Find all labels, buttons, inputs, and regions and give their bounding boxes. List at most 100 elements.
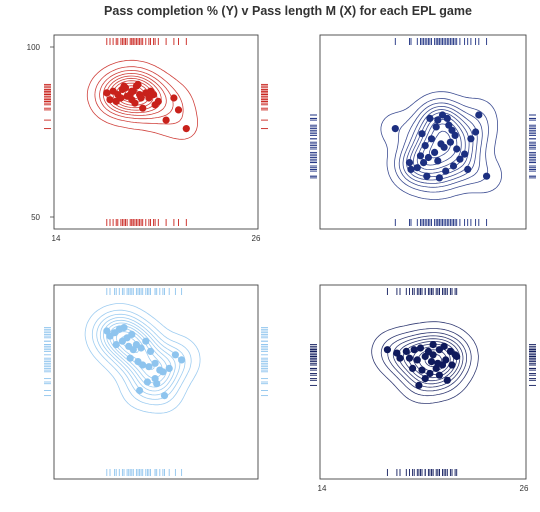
data-point: [453, 145, 461, 153]
data-point: [106, 96, 114, 104]
data-point: [464, 165, 472, 173]
data-point: [432, 123, 440, 131]
data-point: [126, 354, 134, 362]
contour-line: [387, 332, 467, 392]
data-point: [415, 381, 423, 389]
data-point: [456, 155, 464, 163]
density-contours: [380, 91, 502, 200]
data-point: [449, 162, 458, 170]
scatter-panel-4: 14 26: [310, 284, 536, 493]
data-point: [443, 376, 451, 384]
rug-marks: [310, 288, 536, 476]
data-point: [453, 352, 461, 361]
data-point: [137, 94, 145, 102]
x-tick-label: 14: [52, 234, 61, 243]
data-point: [159, 368, 167, 376]
data-points: [103, 80, 190, 133]
y-tick-label: 50: [31, 213, 40, 222]
data-point: [429, 351, 437, 359]
contour-line: [86, 59, 198, 140]
data-point: [446, 138, 454, 146]
data-point: [103, 89, 111, 97]
data-point: [435, 371, 443, 379]
data-point: [383, 346, 391, 354]
data-point: [413, 164, 421, 172]
data-point: [427, 358, 436, 366]
data-point: [413, 356, 421, 364]
data-point: [174, 106, 183, 114]
data-point: [483, 172, 491, 180]
data-point: [120, 324, 128, 332]
contour-line: [402, 106, 478, 184]
contour-line: [392, 335, 464, 388]
x-tick-label: 26: [252, 234, 261, 243]
panel-frame: [53, 34, 259, 230]
data-point: [472, 128, 480, 136]
data-point: [421, 142, 429, 150]
data-point: [145, 363, 153, 371]
data-point: [423, 172, 431, 180]
data-point: [448, 361, 456, 369]
contour-line: [103, 319, 176, 392]
data-point: [407, 165, 415, 173]
data-point: [416, 152, 425, 160]
contour-line: [84, 303, 201, 414]
data-point: [443, 114, 451, 122]
data-point: [420, 159, 428, 167]
data-point: [396, 354, 404, 362]
scatter-panel-3: [44, 284, 268, 480]
data-point: [435, 174, 443, 182]
data-point: [139, 361, 147, 369]
data-point: [170, 94, 178, 102]
panel-frame: [319, 284, 527, 480]
data-point: [131, 99, 139, 107]
data-point: [142, 337, 150, 345]
data-point: [171, 351, 179, 359]
data-point: [118, 337, 126, 345]
data-point: [426, 369, 434, 378]
data-point: [434, 116, 442, 124]
data-point: [424, 153, 432, 162]
data-point: [421, 375, 429, 383]
density-contours: [371, 321, 479, 404]
scatter-panel-2: [310, 34, 536, 230]
data-point: [162, 116, 170, 124]
data-point: [429, 341, 437, 349]
data-point: [437, 140, 445, 148]
data-points: [383, 341, 461, 389]
data-point: [120, 82, 128, 90]
data-point: [112, 341, 120, 349]
data-point: [475, 111, 483, 119]
data-point: [432, 364, 440, 372]
data-point: [442, 167, 450, 175]
data-point: [426, 114, 434, 122]
data-point: [117, 94, 125, 102]
data-point: [451, 131, 459, 139]
data-point: [165, 364, 173, 372]
data-point: [461, 150, 469, 158]
contour-line: [398, 102, 483, 188]
data-points: [103, 324, 186, 400]
scatter-panel-1: 100 50 14 26: [27, 34, 268, 243]
data-point: [405, 354, 414, 362]
data-point: [409, 364, 417, 372]
data-point: [143, 378, 151, 386]
data-point: [137, 344, 145, 352]
data-point: [467, 135, 475, 143]
panel-frame: [53, 284, 259, 480]
data-point: [431, 148, 439, 156]
rug-marks: [44, 38, 268, 226]
data-point: [151, 359, 159, 367]
contour-line: [371, 321, 479, 404]
data-point: [160, 392, 169, 400]
data-point: [402, 347, 410, 355]
data-point: [427, 135, 436, 143]
data-point: [178, 356, 186, 364]
data-point: [146, 347, 155, 355]
data-point: [145, 94, 153, 102]
data-point: [418, 130, 426, 138]
data-point: [391, 125, 399, 133]
data-point: [182, 125, 190, 133]
data-point: [440, 342, 448, 350]
